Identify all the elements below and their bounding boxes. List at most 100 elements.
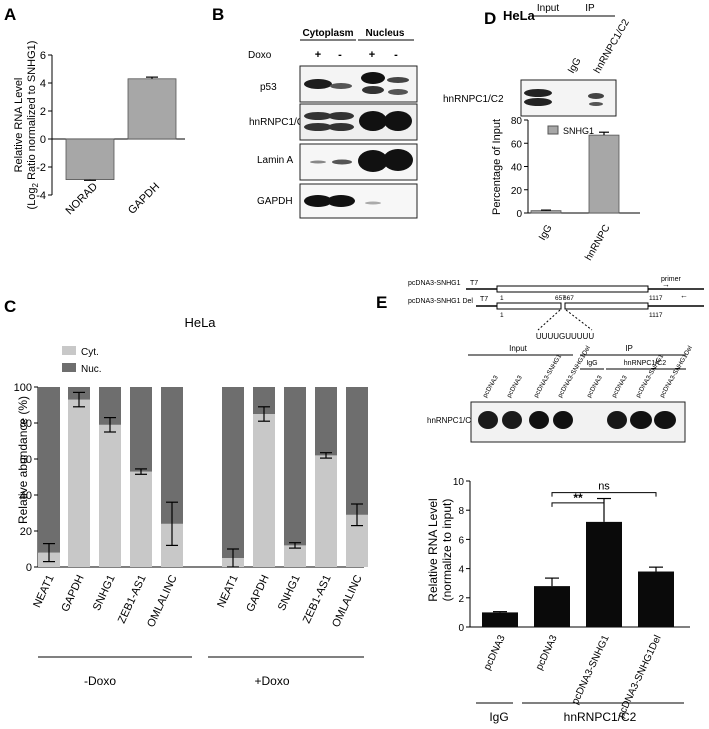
chart-a-ylabel-line2: (Log2 Ratio normalized to SNHG1) — [26, 41, 40, 210]
chart-e-bar — [586, 521, 622, 627]
blot-b-label-p53: p53 — [260, 82, 277, 93]
chart-c-bar-nuc — [346, 387, 368, 515]
chart-c-legend-swatch-nuc — [62, 363, 76, 372]
chart-c-x-tick-label: GAPDH — [59, 573, 86, 614]
panel-letter-c: C — [4, 297, 16, 316]
chart-e-y-tick-label: 8 — [458, 506, 464, 517]
chart-a-bar — [65, 138, 115, 180]
construct-2-box-left — [496, 302, 562, 310]
chart-c-legend-swatch-cyt — [62, 346, 76, 355]
chart-c-x-tick-label: SNHG1 — [91, 573, 118, 612]
chart-c-title: HeLa — [184, 315, 216, 330]
chart-e-group-hnrnpc: hnRNPC1/C2 — [564, 710, 637, 724]
blot-b-doxo-mark: - — [338, 49, 342, 61]
chart-c-group-minus-doxo: -Doxo — [84, 674, 116, 688]
blot-b-doxo-mark: + — [369, 49, 375, 61]
chart-a-y-tick-label: 6 — [40, 50, 46, 62]
chart-e-x-tick-label: pcDNA3 — [482, 633, 508, 672]
chart-e-y-tick-label: 0 — [458, 623, 464, 634]
chart-c-bar-cyt — [130, 471, 152, 567]
chart-e: Relative RNA Level (normalize to input) … — [426, 498, 684, 724]
panel-letter-e: E — [376, 293, 387, 312]
construct-2-pos-667: 667 — [563, 295, 574, 302]
chart-a: Relative RNA Level (Log2 Ratio normalize… — [13, 41, 40, 210]
construct-schematic: pcDNA3-SNHG1 T7 primer → ← 1 1117 pcDNA3… — [408, 276, 704, 341]
panel-e-lane-label: pcDNA3 — [506, 374, 524, 399]
primer-arrow-fwd-icon: → — [662, 280, 670, 289]
chart-e-y-tick-label: 2 — [458, 594, 464, 605]
chart-a-x-tick-label: GAPDH — [126, 181, 162, 217]
chart-e-bar — [638, 571, 674, 627]
panel-e-ip-label: IP — [625, 344, 633, 353]
panel-e-hnrnpc-label: hnRNPC1/C2 — [624, 360, 667, 367]
chart-d-ylabel: Percentage of Input — [491, 119, 503, 215]
panel-e-igg-label: IgG — [586, 360, 597, 367]
chart-e-y-tick-label: 10 — [453, 477, 465, 488]
chart-e-x-tick-label: pcDNA3-SNHG1Del — [616, 634, 664, 720]
chart-a-ylabel-line1: Relative RNA Level — [13, 78, 25, 173]
chart-c-bar-nuc — [130, 387, 152, 472]
chart-a-bar — [127, 78, 177, 140]
panel-e-blot-area: Input IP IgG hnRNPC1/C2 pcDNA3 pcDNA3 pcDN… — [427, 344, 695, 443]
panel-e-lane-label: pcDNA3-SNHG1Del — [659, 344, 695, 399]
construct-2-pos-657: 657 — [555, 295, 566, 302]
chart-d-legend-label: SNHG1 — [563, 126, 594, 136]
chart-d-y-tick-label: 80 — [511, 116, 523, 127]
chart-a-y-tick-label: 4 — [40, 78, 46, 90]
chart-e-sig-label: ** — [573, 491, 583, 505]
chart-e-bar — [534, 586, 570, 627]
construct-1-start: 1 — [500, 295, 504, 302]
chart-c-x-tick-label: OMLALINC — [330, 573, 365, 629]
chart-e-bar — [482, 612, 518, 627]
chart-e-sig-label: ns — [598, 481, 610, 493]
construct-1-box — [496, 285, 649, 293]
chart-c-bar-nuc — [99, 387, 121, 425]
construct-2-t7: T7 — [480, 296, 488, 303]
chart-d-y-tick-label: 0 — [516, 209, 522, 220]
chart-c-legend-label: Nuc. — [81, 364, 102, 375]
chart-c-bar-cyt — [68, 399, 90, 567]
chart-c-x-tick-label: GAPDH — [244, 573, 271, 614]
chart-c-y-tick-label: 20 — [20, 526, 32, 538]
panel-d-lane-igg: IgG — [566, 56, 584, 76]
blot-b-doxo-mark: - — [394, 49, 398, 61]
chart-c-x-tick-label: NEAT1 — [31, 573, 57, 609]
panel-e-blot-label: hnRNPC1/C2 — [427, 416, 476, 425]
panel-letter-a: A — [4, 5, 16, 24]
blot-b-header-cytoplasm: Cytoplasm — [302, 28, 353, 39]
chart-d-legend-swatch — [547, 125, 559, 135]
construct-1-end: 1117 — [649, 295, 663, 302]
chart-c-y-tick-label: 0 — [26, 562, 32, 574]
chart-d-y-tick-label: 60 — [511, 139, 523, 150]
chart-a-y-tick-label: -2 — [36, 162, 46, 174]
chart-c-legend-label: Cyt. — [81, 347, 99, 358]
panel-d-lane-hnrnpc: hnRNPC1/C2 — [592, 17, 632, 75]
chart-c-x-tick-label: ZEB1-AS1 — [116, 573, 149, 625]
chart-d-bar — [588, 134, 620, 214]
construct-2-start: 1 — [500, 312, 504, 319]
chart-c-bar-cyt — [253, 414, 275, 567]
primer-label: primer — [661, 276, 682, 283]
construct-2-label: pcDNA3-SNHG1 Del — [408, 298, 473, 305]
blot-b-doxo-mark: + — [315, 49, 321, 61]
panel-d: HeLa Input IP IgG hnRNPC1/C2 hnRNPC1/C2 — [443, 3, 632, 117]
chart-d-y-tick-label: 40 — [511, 163, 523, 174]
chart-c-bar-nuc — [315, 387, 337, 456]
panel-e-lane-label: pcDNA3 — [611, 374, 629, 399]
chart-d-y-tick-label: 20 — [511, 186, 523, 197]
panel-d-ip-label: IP — [585, 3, 595, 14]
chart-c-bar-cyt — [346, 514, 368, 567]
blot-b-label-gapdh: GAPDH — [257, 196, 293, 207]
western-blot-b: Cytoplasm Nucleus Doxo + - + - p53 hnRNP… — [248, 28, 418, 219]
chart-c-y-tick-label: 60 — [20, 454, 32, 466]
chart-e-ylabel-line1: Relative RNA Level — [426, 498, 440, 601]
chart-c-bar-cyt — [315, 455, 337, 567]
chart-e-x-tick-label: pcDNA3 — [534, 633, 560, 672]
chart-c-bar-nuc — [284, 387, 306, 546]
chart-c-y-tick-label: 40 — [20, 490, 32, 502]
construct-1-t7: T7 — [470, 280, 478, 287]
panel-letter-d: D — [484, 9, 496, 28]
panel-e-lane-label: pcDNA3 — [482, 374, 500, 399]
chart-d-x-tick-label: IgG — [537, 223, 555, 243]
